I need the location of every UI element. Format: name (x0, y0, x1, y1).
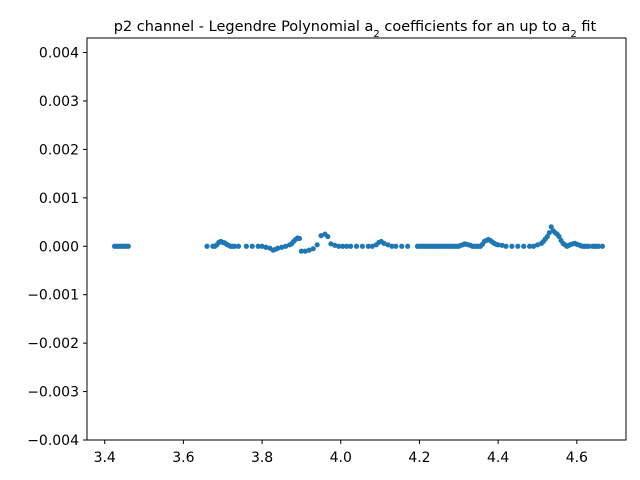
data-point (296, 235, 303, 242)
chart-title-main: p2 channel - Legendre Polynomial a (114, 19, 374, 35)
data-point (546, 230, 552, 236)
chart-title: p2 channel - Legendre Polynomial a2 coef… (114, 19, 597, 40)
data-point (521, 243, 527, 249)
data-point (393, 243, 399, 249)
x-tick-label: 3.8 (251, 450, 273, 466)
y-tick-label: 0.004 (39, 46, 79, 62)
data-point (381, 240, 387, 246)
x-axis-ticks: 3.4 3.6 3.8 4.0 4.2 4.4 4.6 (94, 440, 588, 466)
data-point (399, 243, 405, 249)
data-point (263, 244, 269, 250)
y-tick-label: −0.002 (27, 336, 79, 352)
x-tick-label: 4.0 (330, 450, 352, 466)
data-point (499, 242, 505, 248)
chart-title-end: fit (577, 19, 597, 35)
data-point (279, 244, 285, 250)
x-tick-label: 3.4 (94, 450, 116, 466)
y-axis-ticks: −0.004 −0.003 −0.002 −0.001 0.000 0.001 0.002 0… (27, 46, 87, 449)
x-tick-label: 4.2 (408, 450, 430, 466)
x-tick-label: 3.6 (172, 450, 194, 466)
data-point (353, 243, 360, 249)
data-point (503, 243, 509, 249)
data-point (385, 242, 391, 248)
y-tick-label: 0.000 (39, 239, 79, 255)
x-tick-label: 4.6 (566, 450, 588, 466)
data-point (548, 224, 554, 230)
data-point (231, 243, 238, 249)
y-tick-label: −0.003 (27, 385, 79, 401)
data-point (389, 243, 395, 249)
data-point (243, 243, 249, 249)
data-point (359, 243, 365, 249)
data-point (527, 243, 533, 249)
data-points (111, 224, 605, 254)
data-point (204, 243, 210, 249)
y-tick-label: 0.003 (39, 94, 79, 110)
data-point (325, 233, 331, 240)
data-point (405, 243, 411, 249)
x-tick-label: 4.4 (487, 450, 509, 466)
data-point (302, 248, 308, 254)
data-point (595, 243, 602, 249)
data-point (348, 243, 354, 249)
data-point (275, 245, 281, 251)
y-tick-label: 0.001 (39, 191, 79, 207)
chart-title-subscript-2: 2 (570, 29, 576, 40)
data-point (332, 242, 338, 248)
data-point (530, 243, 537, 249)
data-point (340, 243, 346, 249)
data-point (586, 243, 592, 249)
data-point (318, 233, 324, 239)
data-point (235, 243, 242, 249)
data-point (125, 243, 131, 249)
data-point (495, 242, 501, 248)
y-tick-label: −0.004 (27, 433, 79, 449)
chart-title-middle: coefficients for an up to a (380, 19, 571, 35)
data-point (556, 233, 562, 240)
data-point (249, 243, 255, 249)
data-point (310, 246, 316, 252)
data-point (283, 243, 289, 249)
data-point (336, 243, 342, 249)
data-point (515, 243, 521, 249)
data-point (599, 243, 605, 249)
data-point (369, 243, 375, 249)
data-point (255, 243, 261, 249)
data-point (509, 243, 515, 249)
chart-title-subscript-1: 2 (373, 29, 379, 40)
y-tick-label: −0.001 (27, 288, 79, 304)
data-point (314, 242, 320, 248)
data-point (534, 242, 541, 248)
data-point (365, 243, 371, 249)
data-point (544, 233, 550, 240)
plot-frame (86, 37, 627, 441)
data-point (259, 243, 265, 249)
data-point (344, 243, 350, 249)
data-point (306, 247, 312, 253)
data-point (298, 248, 305, 254)
y-tick-label: 0.002 (39, 142, 79, 158)
data-point (328, 241, 334, 247)
